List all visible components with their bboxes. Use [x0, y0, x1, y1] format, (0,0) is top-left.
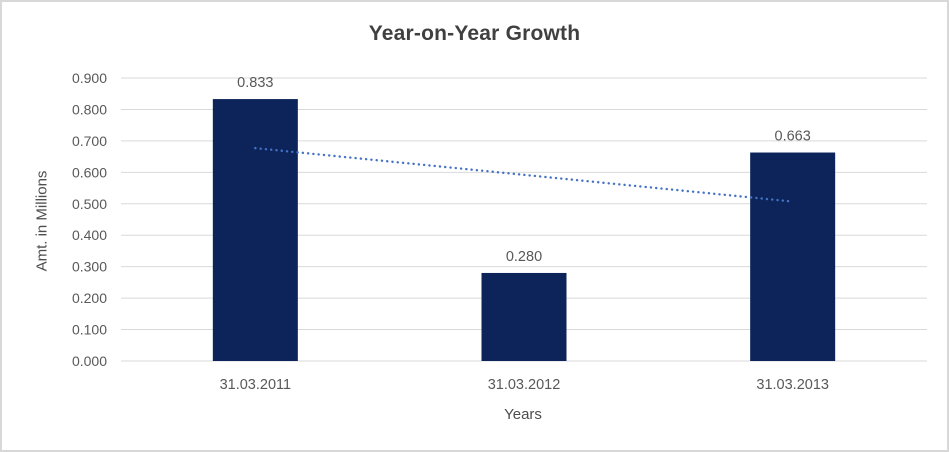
y-tick-label: 0.600 — [72, 164, 107, 180]
y-tick-label: 0.700 — [72, 133, 107, 149]
bar-value-label: 0.663 — [775, 129, 811, 145]
bar — [212, 99, 298, 361]
y-tick-label: 0.900 — [72, 70, 107, 86]
y-tick-label: 0.800 — [72, 101, 107, 117]
x-category-label: 31.03.2011 — [220, 377, 292, 393]
bar — [481, 272, 567, 361]
y-tick-label: 0.400 — [72, 227, 107, 243]
x-category-label: 31.03.2012 — [488, 377, 561, 393]
x-category-label: 31.03.2013 — [756, 377, 829, 393]
trendline — [254, 146, 794, 203]
y-tick-label: 0.100 — [72, 322, 107, 338]
bar-value-label: 0.833 — [237, 75, 273, 91]
y-tick-label: 0.300 — [72, 259, 107, 275]
y-tick-label: 0.000 — [72, 353, 107, 369]
bar-value-label: 0.280 — [506, 249, 542, 265]
y-tick-label: 0.500 — [72, 196, 107, 212]
chart-title: Year-on-Year Growth — [368, 22, 581, 45]
x-axis-title: Years — [504, 406, 542, 423]
y-tick-label: 0.200 — [72, 290, 107, 306]
bar — [750, 152, 836, 361]
